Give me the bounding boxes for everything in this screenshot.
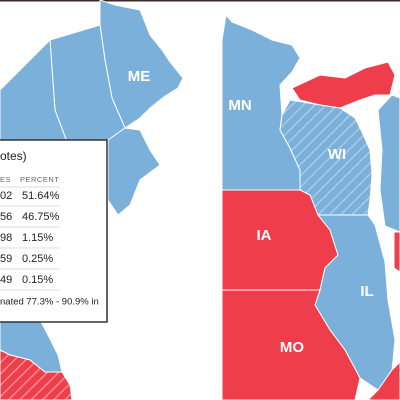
state-wi[interactable]	[279, 99, 373, 216]
state-label: IL	[360, 283, 373, 300]
state-ky[interactable]	[367, 361, 400, 400]
row-votes: 59	[0, 253, 12, 265]
tooltip-footer: nated 77.3% - 90.9% in	[0, 297, 99, 308]
tooltip: otes) ES PERCENT 02 51.64% 56 46.75% 98 1.15%…	[0, 139, 108, 323]
state-label: IA	[257, 227, 272, 244]
midwest-map	[221, 13, 400, 400]
column-header: ES	[0, 175, 11, 184]
state-va[interactable]	[0, 349, 73, 400]
state-label: ME	[128, 68, 151, 85]
state-ma-ct-ri[interactable]	[107, 127, 161, 216]
tooltip-rows: 02 51.64% 56 46.75% 98 1.15% 59 0.25% 49 0.15%	[0, 190, 60, 291]
state-mi-lp[interactable]	[377, 94, 400, 233]
tooltip-box	[0, 139, 108, 323]
tooltip-title: otes)	[0, 149, 27, 163]
row-votes: 56	[0, 211, 12, 223]
state-label: WI	[328, 146, 346, 163]
row-percent: 46.75%	[22, 211, 60, 223]
column-header: PERCENT	[20, 175, 59, 184]
state-mi-up[interactable]	[291, 61, 396, 109]
state-in-edge[interactable]	[393, 231, 400, 273]
row-percent: 0.15%	[22, 274, 53, 286]
state-mo[interactable]	[221, 289, 361, 400]
state-label: MO	[280, 339, 304, 356]
row-votes: 98	[0, 232, 12, 244]
row-votes: 02	[0, 190, 12, 202]
row-percent: 1.15%	[22, 232, 53, 244]
row-percent: 0.25%	[22, 253, 53, 265]
row-percent: 51.64%	[22, 190, 60, 202]
row-votes: 49	[0, 274, 12, 286]
state-label: MN	[228, 97, 251, 114]
